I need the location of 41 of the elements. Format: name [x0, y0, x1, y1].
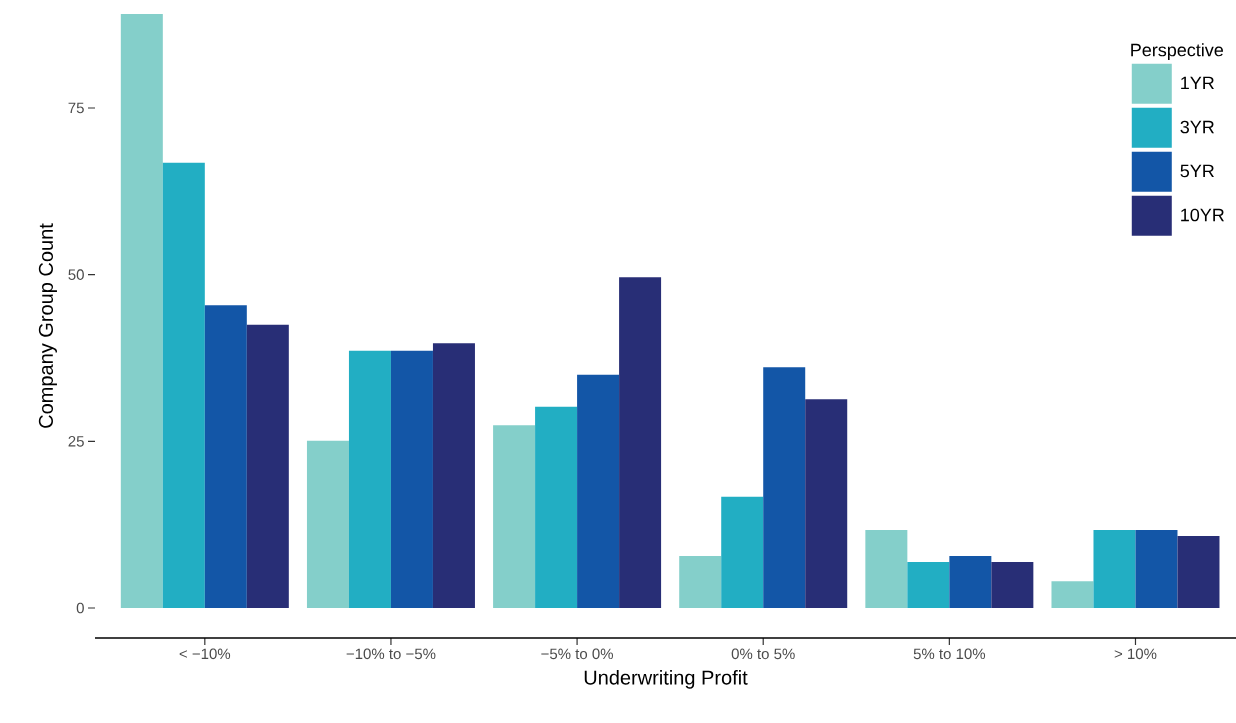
bar: [577, 374, 620, 608]
bar: [1051, 581, 1094, 608]
bar: [306, 440, 349, 608]
bar: [1093, 530, 1136, 608]
y-axis-title: Company Group Count: [38, 223, 57, 428]
bar: [1177, 536, 1220, 608]
bar: [348, 350, 391, 608]
x-tick-label: 0% to 5%: [731, 648, 795, 660]
legend-title: Perspective: [1131, 43, 1224, 60]
x-tick-label: > 10%: [1114, 648, 1157, 660]
bar: [763, 367, 806, 608]
x-tick-label: −5% to 0%: [541, 648, 614, 660]
bar: [204, 305, 247, 608]
bar: [1135, 530, 1178, 608]
bar: [805, 399, 848, 608]
y-tick-label: 0: [76, 602, 84, 614]
y-tick-label: 75: [68, 102, 84, 114]
x-tick-label: 5% to 10%: [913, 648, 986, 660]
y-tick-label: 25: [68, 436, 84, 447]
bar: [619, 277, 662, 608]
x-tick-label: −10% to −5%: [346, 648, 436, 660]
bar: [493, 425, 536, 608]
bar: [162, 162, 205, 608]
bar: [991, 562, 1034, 608]
legend-label: 1YR: [1181, 76, 1214, 90]
bar: [535, 406, 578, 608]
bar: [120, 13, 163, 608]
y-tick-label: 50: [68, 269, 84, 280]
bar: [721, 496, 764, 608]
x-axis-title: Underwriting Profit: [584, 669, 748, 689]
bar: [949, 556, 992, 608]
legend-label: 10YR: [1181, 208, 1224, 222]
bar: [432, 343, 475, 608]
x-tick-label: < −10%: [179, 648, 231, 660]
bar: [907, 562, 950, 608]
legend-label: 3YR: [1180, 120, 1214, 134]
legend-label: 5YR: [1180, 164, 1214, 178]
bar: [246, 324, 289, 608]
bar: [390, 350, 433, 608]
bar: [679, 556, 722, 608]
bar: [865, 530, 908, 608]
